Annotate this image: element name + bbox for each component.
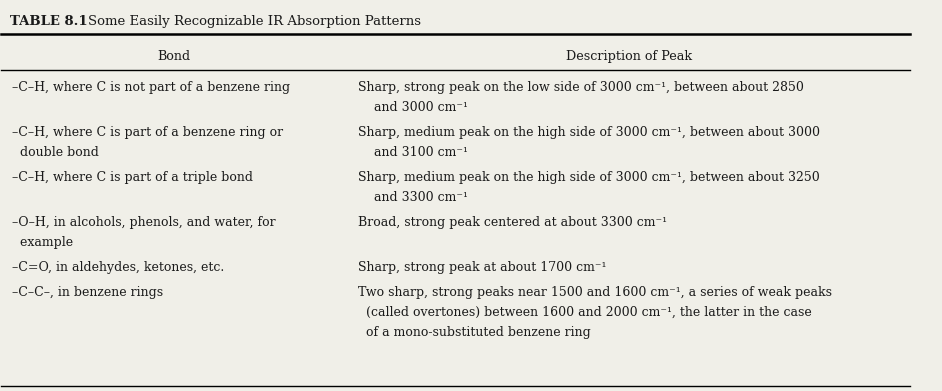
- Text: of a mono-substituted benzene ring: of a mono-substituted benzene ring: [358, 326, 591, 339]
- Text: Bond: Bond: [157, 50, 190, 63]
- Text: and 3000 cm⁻¹: and 3000 cm⁻¹: [358, 101, 468, 114]
- Text: –C–H, where C is part of a benzene ring or: –C–H, where C is part of a benzene ring …: [12, 126, 284, 139]
- Text: and 3100 cm⁻¹: and 3100 cm⁻¹: [358, 146, 468, 159]
- Text: Description of Peak: Description of Peak: [565, 50, 691, 63]
- Text: double bond: double bond: [12, 146, 99, 159]
- Text: Sharp, strong peak at about 1700 cm⁻¹: Sharp, strong peak at about 1700 cm⁻¹: [358, 261, 607, 274]
- Text: Two sharp, strong peaks near 1500 and 1600 cm⁻¹, a series of weak peaks: Two sharp, strong peaks near 1500 and 16…: [358, 286, 832, 299]
- Text: and 3300 cm⁻¹: and 3300 cm⁻¹: [358, 191, 468, 204]
- Text: –C–H, where C is part of a triple bond: –C–H, where C is part of a triple bond: [12, 171, 253, 184]
- Text: example: example: [12, 236, 73, 249]
- Text: Broad, strong peak centered at about 3300 cm⁻¹: Broad, strong peak centered at about 330…: [358, 216, 667, 229]
- Text: –C–C–, in benzene rings: –C–C–, in benzene rings: [12, 286, 163, 299]
- Text: –O–H, in alcohols, phenols, and water, for: –O–H, in alcohols, phenols, and water, f…: [12, 216, 276, 229]
- Text: –C=O, in aldehydes, ketones, etc.: –C=O, in aldehydes, ketones, etc.: [12, 261, 224, 274]
- Text: –C–H, where C is not part of a benzene ring: –C–H, where C is not part of a benzene r…: [12, 81, 290, 94]
- Text: Sharp, medium peak on the high side of 3000 cm⁻¹, between about 3000: Sharp, medium peak on the high side of 3…: [358, 126, 820, 139]
- Text: Some Easily Recognizable IR Absorption Patterns: Some Easily Recognizable IR Absorption P…: [88, 15, 421, 28]
- Text: (called overtones) between 1600 and 2000 cm⁻¹, the latter in the case: (called overtones) between 1600 and 2000…: [358, 306, 811, 319]
- Text: TABLE 8.1: TABLE 8.1: [10, 15, 89, 28]
- Text: Sharp, medium peak on the high side of 3000 cm⁻¹, between about 3250: Sharp, medium peak on the high side of 3…: [358, 171, 820, 184]
- Text: Sharp, strong peak on the low side of 3000 cm⁻¹, between about 2850: Sharp, strong peak on the low side of 30…: [358, 81, 804, 94]
